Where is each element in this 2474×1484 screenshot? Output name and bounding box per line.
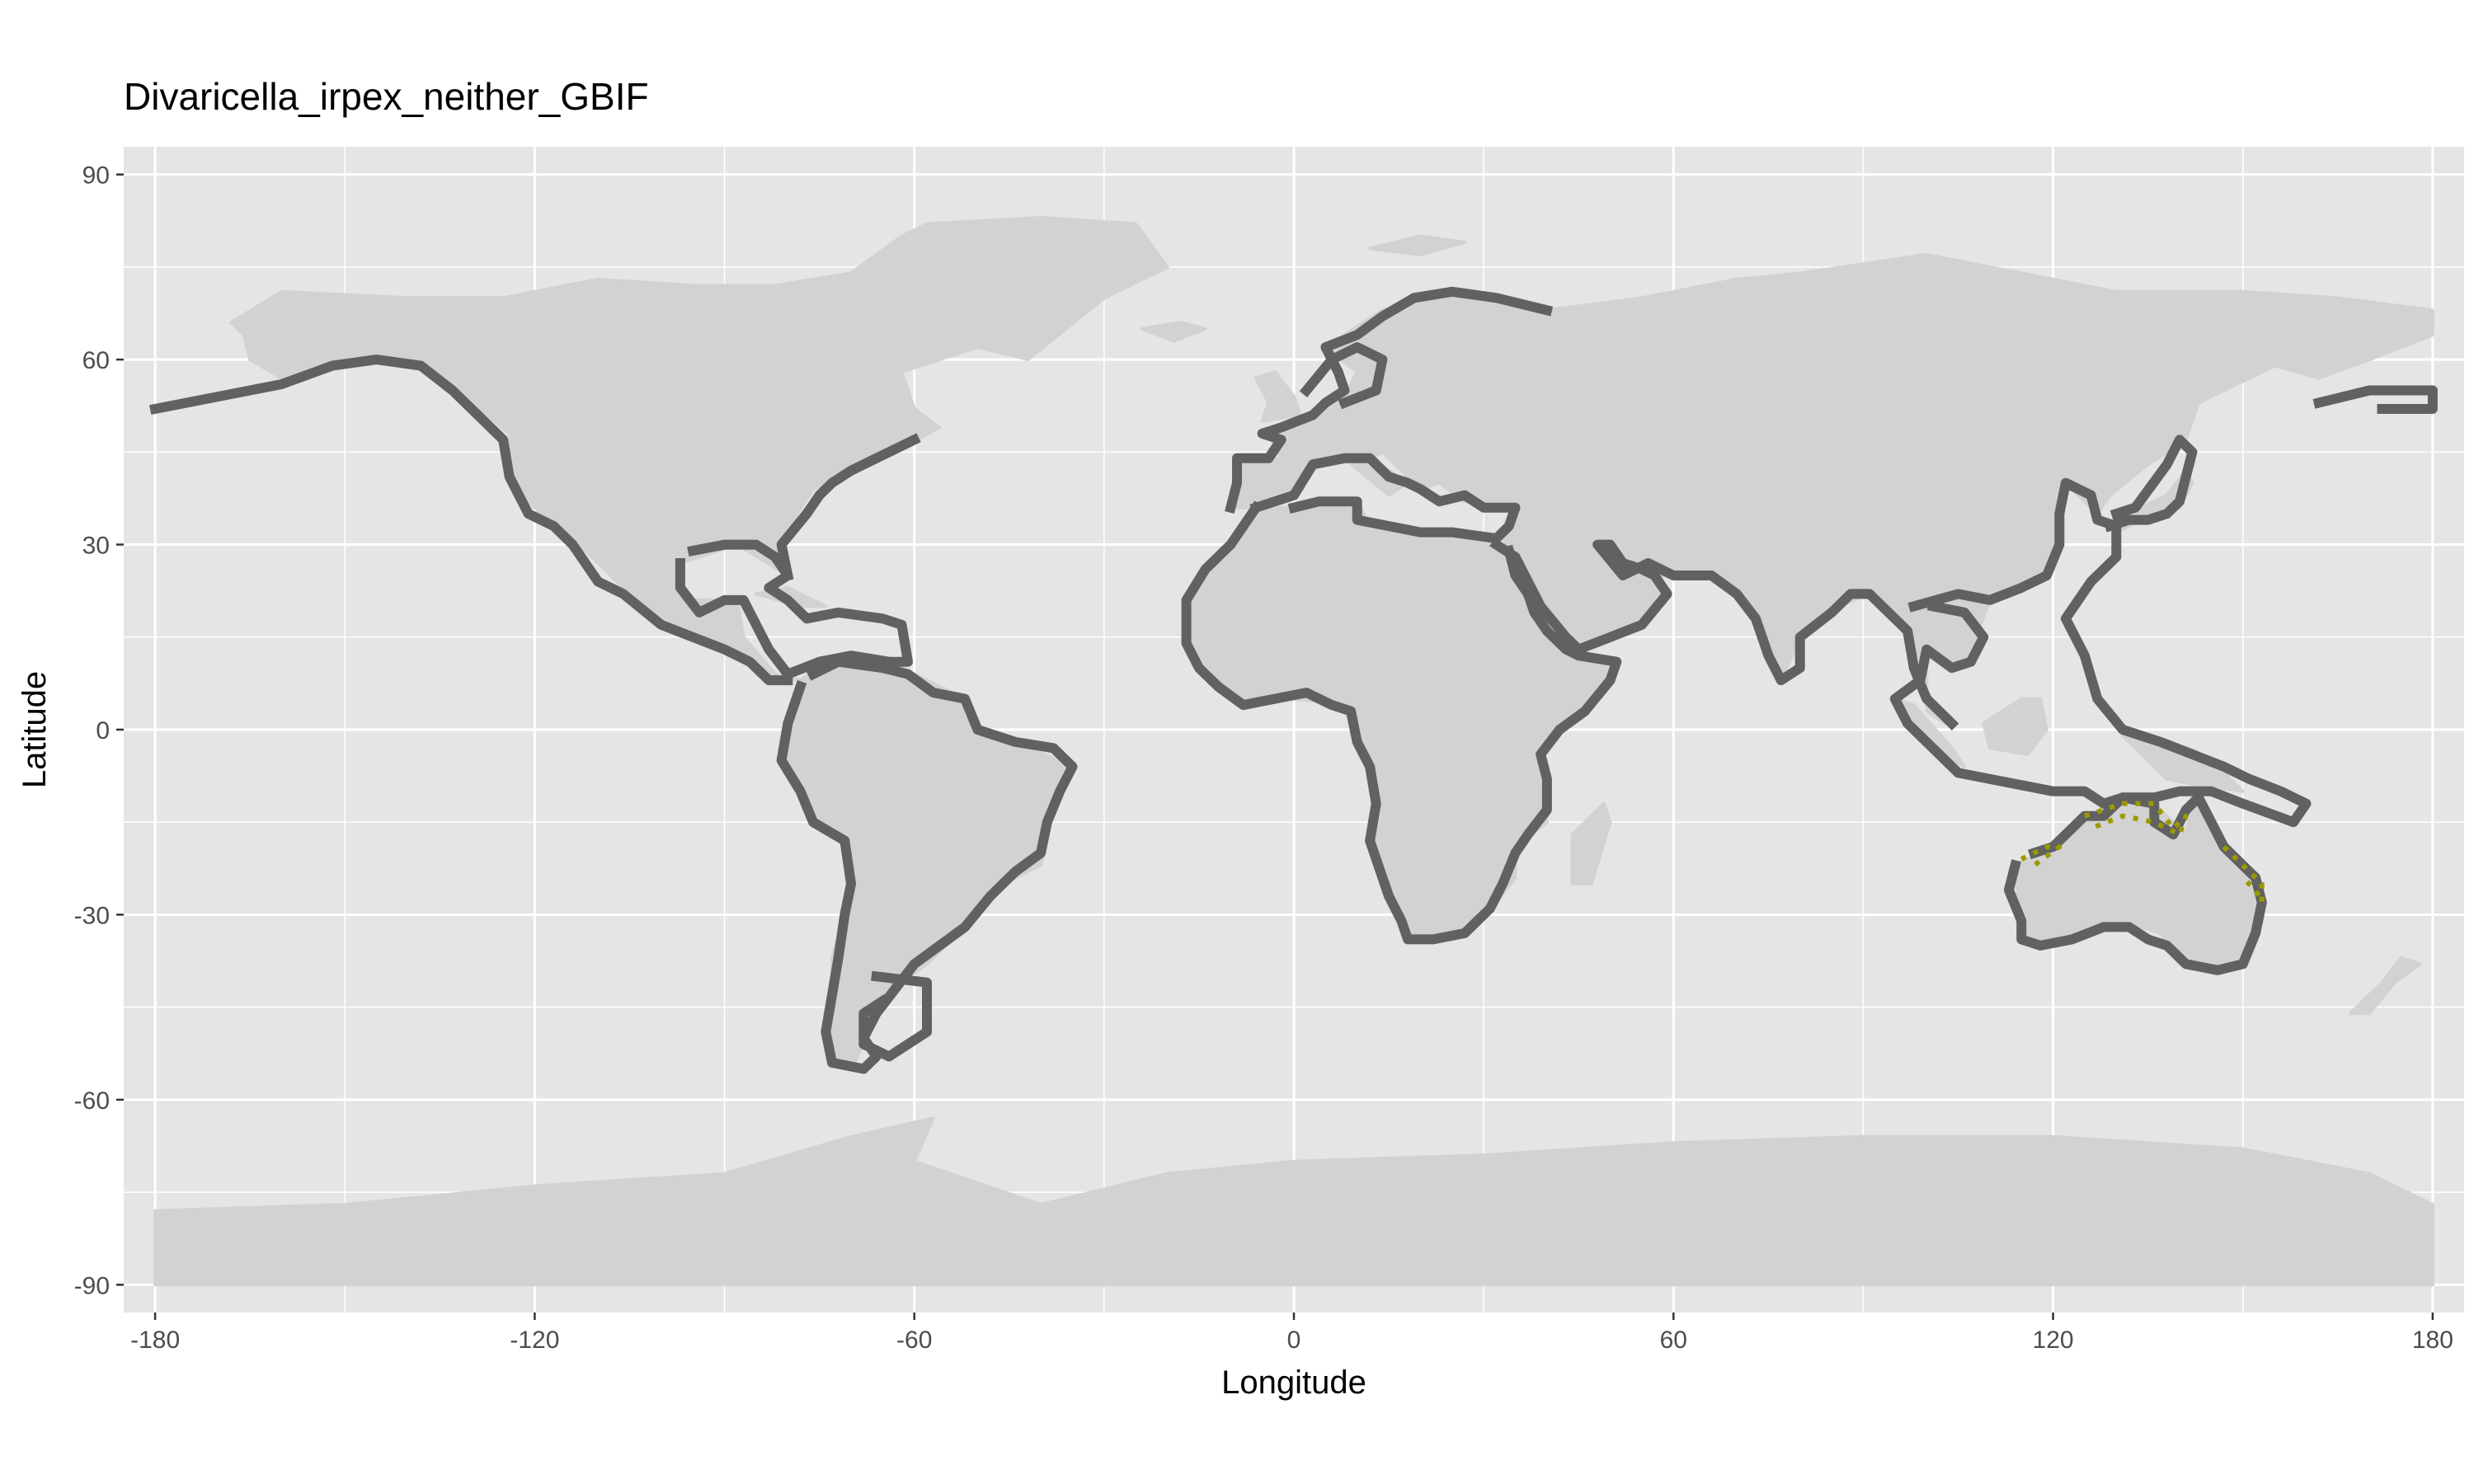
range-arabia-india xyxy=(1489,538,1959,730)
land-borneo xyxy=(1982,697,2048,756)
range-south-america-coast xyxy=(776,656,1078,1074)
x-tick-label: -60 xyxy=(896,1327,932,1354)
range-southeast-asia-indonesia xyxy=(1889,477,2312,828)
y-tick-label: -90 xyxy=(74,1272,110,1299)
occurrence-layer xyxy=(2020,801,2265,905)
occurrence-north-australia xyxy=(2083,801,2189,838)
land-antarctica xyxy=(153,1116,2434,1287)
range-australia-coast xyxy=(2003,792,2267,975)
x-tick-label: 0 xyxy=(1287,1327,1301,1354)
range-europe-coast xyxy=(1224,286,1554,514)
range-mediterranean xyxy=(1249,453,1521,544)
y-tick-label: 30 xyxy=(82,533,110,560)
land-greenland-island xyxy=(944,284,1011,318)
land-layer xyxy=(153,216,2434,1287)
x-tick-label: -120 xyxy=(510,1327,559,1354)
x-tick-label: 120 xyxy=(2033,1327,2074,1354)
occurrence-northwest-australia xyxy=(2020,844,2062,868)
x-axis: -180 -120 -60 0 60 120 180 xyxy=(130,1313,2453,1354)
land-svalbard xyxy=(1368,234,1467,256)
y-axis-title: Latitude xyxy=(16,671,53,788)
land-iceland xyxy=(1140,321,1207,343)
range-kamchatka xyxy=(2312,385,2438,414)
land-madagascar xyxy=(1570,801,1612,885)
y-tick-label: 0 xyxy=(96,717,110,744)
range-patagonia-shelf xyxy=(858,970,932,1062)
x-tick-label: 60 xyxy=(1660,1327,1687,1354)
y-tick-label: -30 xyxy=(74,902,110,929)
y-tick-label: -60 xyxy=(74,1087,110,1115)
range-north-sea-baltic xyxy=(1299,342,1388,410)
range-layer xyxy=(149,286,2438,1074)
y-axis: 90 60 30 0 -30 -60 -90 xyxy=(74,162,124,1299)
range-east-asia-japan xyxy=(2104,434,2198,533)
x-tick-label: 180 xyxy=(2412,1327,2453,1354)
y-tick-label: 60 xyxy=(82,347,110,374)
x-tick-label: -180 xyxy=(130,1327,180,1354)
range-africa-coast xyxy=(1181,500,1622,945)
range-us-atlantic xyxy=(776,433,921,582)
land-new-zealand xyxy=(2349,956,2422,1016)
plot-title: Divaricella_irpex_neither_GBIF xyxy=(124,75,649,118)
y-tick-label: 90 xyxy=(82,162,110,190)
range-north-pacific-coast xyxy=(149,355,793,686)
x-axis-title: Longitude xyxy=(1221,1364,1366,1401)
